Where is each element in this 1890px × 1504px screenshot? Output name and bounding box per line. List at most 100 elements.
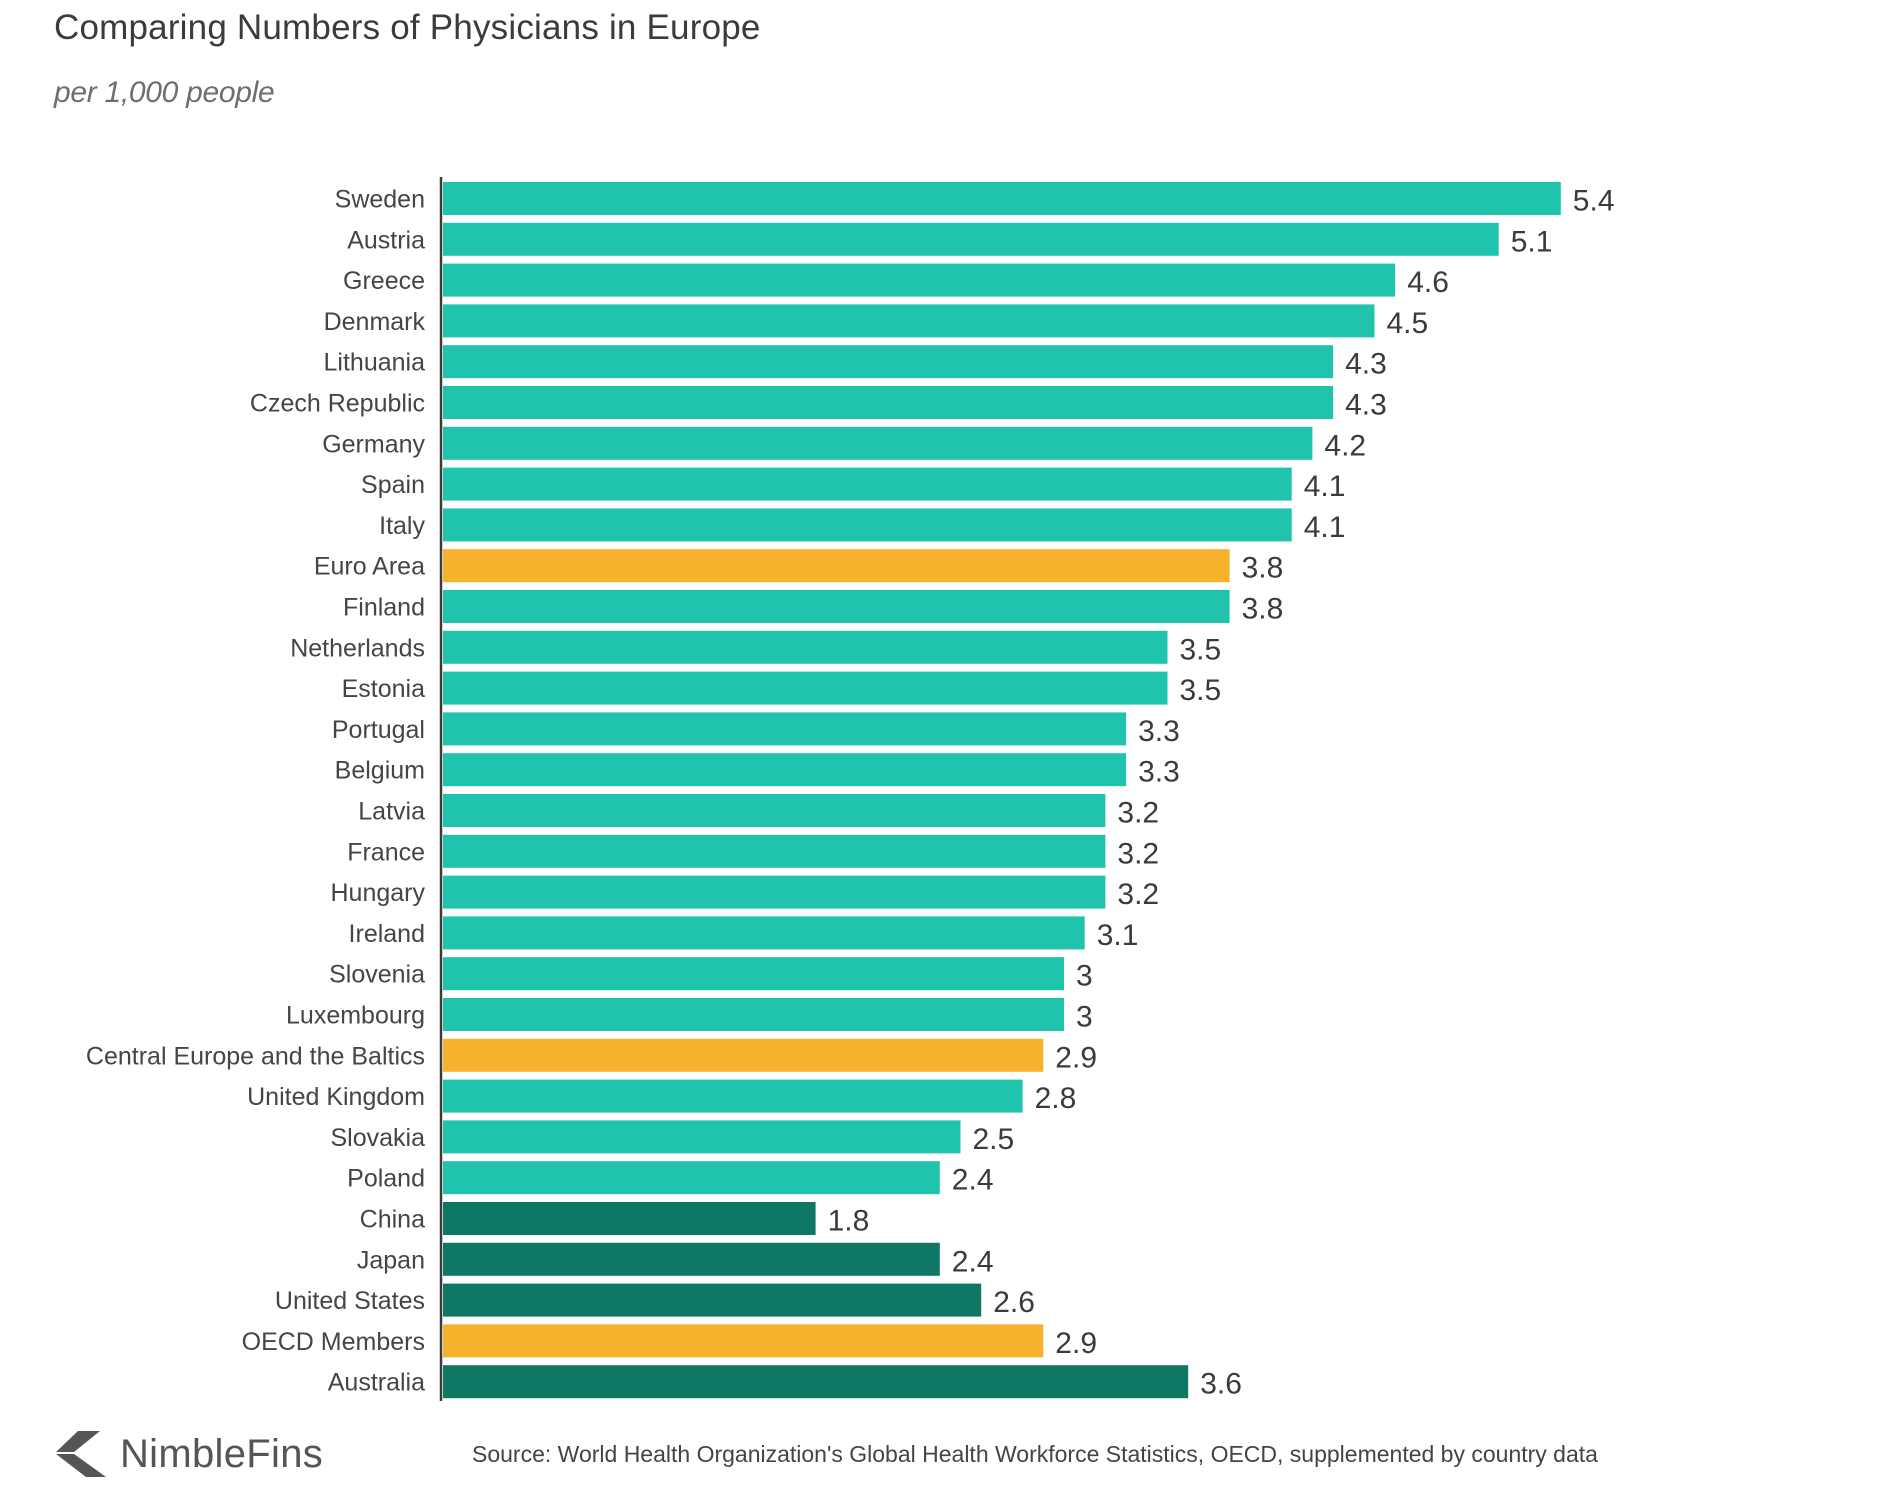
bar-portugal: [443, 712, 1127, 746]
value-label-slovakia: 2.5: [973, 1123, 1015, 1156]
value-label-hungary: 3.2: [1117, 878, 1159, 911]
value-label-belgium: 3.3: [1138, 756, 1180, 789]
bar-italy: [443, 508, 1292, 542]
value-label-luxembourg: 3: [1076, 1001, 1093, 1034]
bar-estonia: [443, 671, 1168, 705]
chart-subtitle: per 1,000 people: [54, 76, 275, 109]
value-label-latvia: 3.2: [1117, 797, 1159, 830]
chevron-left-logo-icon: [56, 1431, 106, 1477]
value-label-estonia: 3.5: [1180, 674, 1222, 707]
category-label-oecd-members: OECD Members: [242, 1328, 425, 1356]
category-label-japan: Japan: [357, 1246, 425, 1274]
value-label-china: 1.8: [828, 1205, 870, 1238]
bar-poland: [443, 1161, 940, 1195]
value-label-poland: 2.4: [952, 1164, 994, 1197]
value-label-austria: 5.1: [1511, 225, 1553, 258]
value-label-lithuania: 4.3: [1345, 348, 1387, 381]
source-note: Source: World Health Organization's Glob…: [472, 1441, 1598, 1467]
value-label-germany: 4.2: [1324, 429, 1366, 462]
bar-slovakia: [443, 1120, 961, 1154]
category-label-belgium: Belgium: [335, 757, 425, 785]
bar-belgium: [443, 753, 1127, 787]
category-label-australia: Australia: [328, 1369, 425, 1397]
bar-euro-area: [443, 549, 1230, 583]
bar-united-states: [443, 1283, 982, 1317]
bar-greece: [443, 263, 1396, 297]
value-label-ireland: 3.1: [1097, 919, 1139, 952]
bar-japan: [443, 1242, 940, 1276]
bar-luxembourg: [443, 998, 1064, 1031]
bar-finland: [443, 590, 1230, 623]
bar-oecd-members: [443, 1324, 1044, 1358]
bar-hungary: [443, 875, 1106, 909]
bar-czech-republic: [443, 386, 1334, 419]
value-label-oecd-members: 2.9: [1055, 1327, 1097, 1360]
category-label-germany: Germany: [322, 430, 425, 458]
value-label-denmark: 4.5: [1387, 307, 1429, 340]
value-label-united-kingdom: 2.8: [1035, 1082, 1077, 1115]
bar-australia: [443, 1365, 1189, 1399]
category-label-italy: Italy: [379, 512, 425, 540]
nimblefins-logo: NimbleFins: [52, 1428, 323, 1480]
category-label-estonia: Estonia: [342, 675, 425, 703]
bar-netherlands: [443, 630, 1168, 664]
category-label-czech-republic: Czech Republic: [250, 390, 425, 418]
category-label-lithuania: Lithuania: [324, 349, 426, 377]
category-label-hungary: Hungary: [331, 879, 426, 907]
value-label-spain: 4.1: [1304, 470, 1346, 503]
value-labels-group: 5.45.14.64.54.34.34.24.14.13.83.83.53.53…: [828, 185, 1615, 1401]
bar-spain: [443, 467, 1292, 501]
bar-chart: Sweden Austria Greece Denmark Lithuania Czech…: [86, 177, 1615, 1401]
value-label-netherlands: 3.5: [1180, 633, 1222, 666]
category-label-poland: Poland: [347, 1165, 425, 1193]
value-label-australia: 3.6: [1200, 1368, 1242, 1401]
category-labels-group: Sweden Austria Greece Denmark Lithuania Czech…: [86, 186, 426, 1397]
bar-lithuania: [443, 345, 1334, 379]
value-label-sweden: 5.4: [1573, 185, 1615, 218]
value-label-czech-republic: 4.3: [1345, 389, 1387, 422]
value-label-euro-area: 3.8: [1242, 552, 1284, 585]
bars-group: [443, 182, 1561, 1399]
category-label-latvia: Latvia: [358, 798, 425, 826]
category-label-austria: Austria: [347, 226, 425, 254]
value-label-slovenia: 3: [1076, 960, 1093, 993]
bar-austria: [443, 222, 1499, 256]
value-label-japan: 2.4: [952, 1245, 994, 1278]
value-label-portugal: 3.3: [1138, 715, 1180, 748]
value-label-greece: 4.6: [1407, 266, 1449, 299]
category-label-portugal: Portugal: [332, 716, 425, 744]
category-label-finland: Finland: [343, 594, 425, 622]
logo-text: NimbleFins: [120, 1431, 324, 1476]
category-label-euro-area: Euro Area: [314, 553, 425, 581]
category-label-slovakia: Slovakia: [331, 1124, 426, 1152]
category-label-netherlands: Netherlands: [290, 634, 425, 662]
bar-central-europe-and-the-baltics: [443, 1038, 1044, 1072]
category-label-spain: Spain: [361, 471, 425, 499]
value-label-finland: 3.8: [1242, 593, 1284, 626]
bar-latvia: [443, 794, 1106, 827]
category-label-slovenia: Slovenia: [329, 961, 425, 989]
bar-ireland: [443, 916, 1085, 950]
bar-sweden: [443, 182, 1561, 215]
category-label-central-europe-and-the-baltics: Central Europe and the Baltics: [86, 1042, 425, 1070]
category-label-ireland: Ireland: [349, 920, 425, 948]
value-label-united-states: 2.6: [993, 1286, 1035, 1319]
category-label-france: France: [347, 838, 425, 866]
value-label-france: 3.2: [1117, 837, 1159, 870]
category-label-greece: Greece: [343, 267, 425, 295]
chart-title: Comparing Numbers of Physicians in Europ…: [54, 8, 761, 47]
category-label-china: China: [360, 1206, 425, 1234]
category-label-sweden: Sweden: [335, 186, 425, 214]
value-label-italy: 4.1: [1304, 511, 1346, 544]
bar-china: [443, 1202, 816, 1235]
category-label-luxembourg: Luxembourg: [286, 1002, 425, 1030]
category-label-united-kingdom: United Kingdom: [247, 1083, 425, 1111]
bar-united-kingdom: [443, 1079, 1023, 1113]
bar-france: [443, 834, 1106, 868]
value-label-central-europe-and-the-baltics: 2.9: [1055, 1041, 1097, 1074]
bar-denmark: [443, 304, 1375, 338]
bar-slovenia: [443, 957, 1064, 991]
bar-germany: [443, 426, 1313, 460]
category-label-denmark: Denmark: [324, 308, 426, 336]
category-label-united-states: United States: [275, 1287, 425, 1315]
